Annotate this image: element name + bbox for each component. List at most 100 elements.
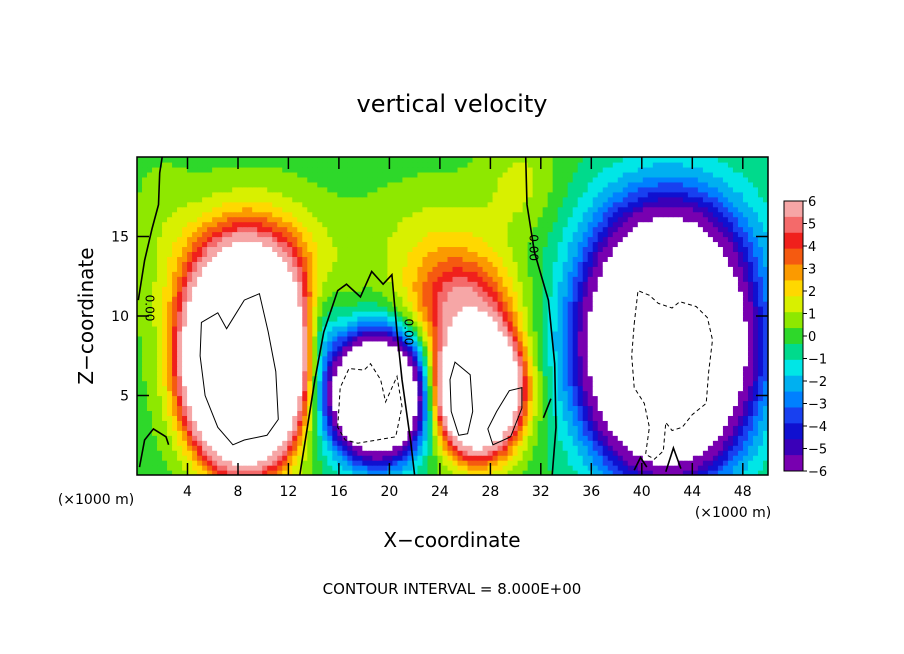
heatmap-cell <box>292 350 298 357</box>
heatmap-cell <box>522 286 529 292</box>
heatmap-cell <box>162 465 168 471</box>
heatmap-cell <box>572 306 579 312</box>
heatmap-cell <box>677 415 684 421</box>
heatmap-cell <box>727 385 734 392</box>
heatmap-cell <box>707 330 714 337</box>
heatmap-cell <box>367 286 373 292</box>
heatmap-cell <box>377 470 383 475</box>
heatmap-cell <box>572 410 579 416</box>
heatmap-cell <box>237 345 243 352</box>
heatmap-cell <box>722 440 729 446</box>
heatmap-cell <box>507 450 514 456</box>
heatmap-cell <box>552 291 559 297</box>
heatmap-cell <box>312 450 318 456</box>
heatmap-cell <box>537 370 544 377</box>
heatmap-cell <box>137 325 143 332</box>
heatmap-cell <box>332 335 338 342</box>
heatmap-cell <box>752 400 759 407</box>
heatmap-cell <box>157 440 163 446</box>
heatmap-cell <box>342 415 348 421</box>
heatmap-cell <box>632 320 639 327</box>
heatmap-cell <box>432 365 439 372</box>
heatmap-cell <box>242 405 248 412</box>
heatmap-cell <box>697 405 704 412</box>
heatmap-cell <box>642 445 649 451</box>
heatmap-cell <box>422 385 429 392</box>
heatmap-cell <box>562 435 569 441</box>
heatmap-cell <box>557 450 564 456</box>
heatmap-cell <box>232 335 238 342</box>
heatmap-cell <box>442 365 449 372</box>
heatmap-cell <box>237 325 243 332</box>
heatmap-cell <box>427 440 434 446</box>
heatmap-cell <box>467 296 474 302</box>
heatmap-cell <box>272 291 278 297</box>
heatmap-cell <box>597 286 604 292</box>
heatmap-cell <box>417 465 424 471</box>
heatmap-cell <box>497 276 504 282</box>
heatmap-cell <box>542 345 549 352</box>
heatmap-cell <box>747 400 754 407</box>
heatmap-cell <box>422 301 429 307</box>
heatmap-cell <box>197 420 203 426</box>
heatmap-cell <box>677 440 684 446</box>
heatmap-cell <box>497 440 504 446</box>
heatmap-cell <box>162 355 168 362</box>
heatmap-cell <box>657 435 664 441</box>
heatmap-cell <box>672 340 679 347</box>
heatmap-cell <box>712 291 719 297</box>
heatmap-cell <box>282 400 288 407</box>
heatmap-cell <box>447 281 454 287</box>
heatmap-cell <box>607 286 614 292</box>
heatmap-cell <box>277 330 283 337</box>
heatmap-cell <box>652 296 659 302</box>
heatmap-cell <box>597 350 604 357</box>
heatmap-cell <box>697 435 704 441</box>
heatmap-cell <box>697 450 704 456</box>
heatmap-cell <box>622 430 629 436</box>
heatmap-cell <box>637 420 644 426</box>
heatmap-cell <box>692 435 699 441</box>
heatmap-cell <box>592 350 599 357</box>
heatmap-cell <box>612 296 619 302</box>
heatmap-cell <box>622 320 629 327</box>
heatmap-cell <box>727 320 734 327</box>
heatmap-cell <box>747 311 754 317</box>
heatmap-cell <box>412 281 419 287</box>
heatmap-cell <box>242 311 248 317</box>
heatmap-cell <box>552 320 559 327</box>
heatmap-cell <box>687 311 694 317</box>
heatmap-cell <box>742 440 749 446</box>
heatmap-cell <box>547 410 554 416</box>
heatmap-cell <box>567 450 574 456</box>
heatmap-cell <box>537 311 544 317</box>
heatmap-cell <box>357 465 363 471</box>
heatmap-cell <box>142 325 148 332</box>
heatmap-cell <box>147 390 153 397</box>
heatmap-cell <box>297 306 303 312</box>
heatmap-cell <box>562 405 569 412</box>
heatmap-cell <box>332 355 338 362</box>
heatmap-cell <box>152 430 158 436</box>
heatmap-cell <box>627 460 634 466</box>
heatmap-cell <box>692 296 699 302</box>
heatmap-cell <box>722 445 729 451</box>
heatmap-cell <box>597 435 604 441</box>
heatmap-cell <box>232 350 238 357</box>
heatmap-cell <box>212 465 218 471</box>
heatmap-cell <box>197 440 203 446</box>
heatmap-cell <box>252 355 258 362</box>
heatmap-cell <box>652 415 659 421</box>
heatmap-cell <box>752 296 759 302</box>
heatmap-cell <box>407 450 414 456</box>
heatmap-cell <box>142 276 148 282</box>
heatmap-cell <box>327 350 333 357</box>
heatmap-cell <box>317 470 323 475</box>
heatmap-cell <box>737 435 744 441</box>
heatmap-cell <box>742 370 749 377</box>
heatmap-cell <box>602 291 609 297</box>
heatmap-cell <box>207 450 213 456</box>
heatmap-cell <box>372 400 378 407</box>
heatmap-cell <box>457 360 464 367</box>
heatmap-cell <box>667 301 674 307</box>
